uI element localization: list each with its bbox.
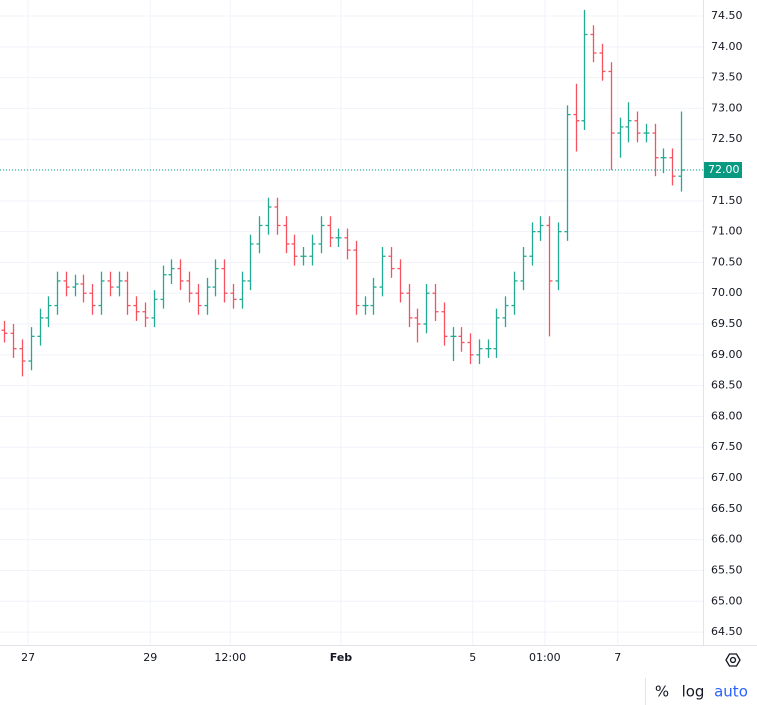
- x-tick-label: Feb: [330, 651, 353, 664]
- y-tick-label: 70.50: [711, 255, 743, 268]
- y-tick-label: 65.00: [711, 594, 743, 607]
- y-tick-label: 73.50: [711, 71, 743, 84]
- y-tick-label: 69.50: [711, 317, 743, 330]
- y-tick-label: 71.00: [711, 225, 743, 238]
- y-tick-label: 69.00: [711, 348, 743, 361]
- x-tick-label: 12:00: [214, 651, 246, 664]
- scale-option[interactable]: log: [682, 683, 705, 701]
- last-price-label: 72.00: [708, 163, 740, 176]
- y-tick-label: 74.00: [711, 40, 743, 53]
- x-tick-label: 7: [614, 651, 621, 664]
- y-tick-label: 72.50: [711, 132, 743, 145]
- x-tick-label: 01:00: [529, 651, 561, 664]
- y-tick-label: 64.50: [711, 625, 743, 638]
- settings-icon[interactable]: [725, 653, 741, 667]
- y-tick-label: 65.50: [711, 563, 743, 576]
- y-tick-label: 66.50: [711, 502, 743, 515]
- y-tick-label: 74.50: [711, 9, 743, 22]
- last-price-box: [704, 162, 742, 179]
- y-tick-label: 67.50: [711, 440, 743, 453]
- x-tick-label: 27: [21, 651, 35, 664]
- y-tick-label: 73.00: [711, 101, 743, 114]
- y-tick-label: 68.50: [711, 379, 743, 392]
- y-tick-label: 70.00: [711, 286, 743, 299]
- y-tick-label: 67.00: [711, 471, 743, 484]
- x-tick-label: 29: [143, 651, 157, 664]
- y-tick-label: 66.00: [711, 533, 743, 546]
- scale-option[interactable]: %: [655, 683, 669, 701]
- y-tick-label: 68.00: [711, 409, 743, 422]
- x-tick-label: 5: [469, 651, 476, 664]
- y-tick-label: 71.50: [711, 194, 743, 207]
- scale-option[interactable]: auto: [714, 683, 748, 701]
